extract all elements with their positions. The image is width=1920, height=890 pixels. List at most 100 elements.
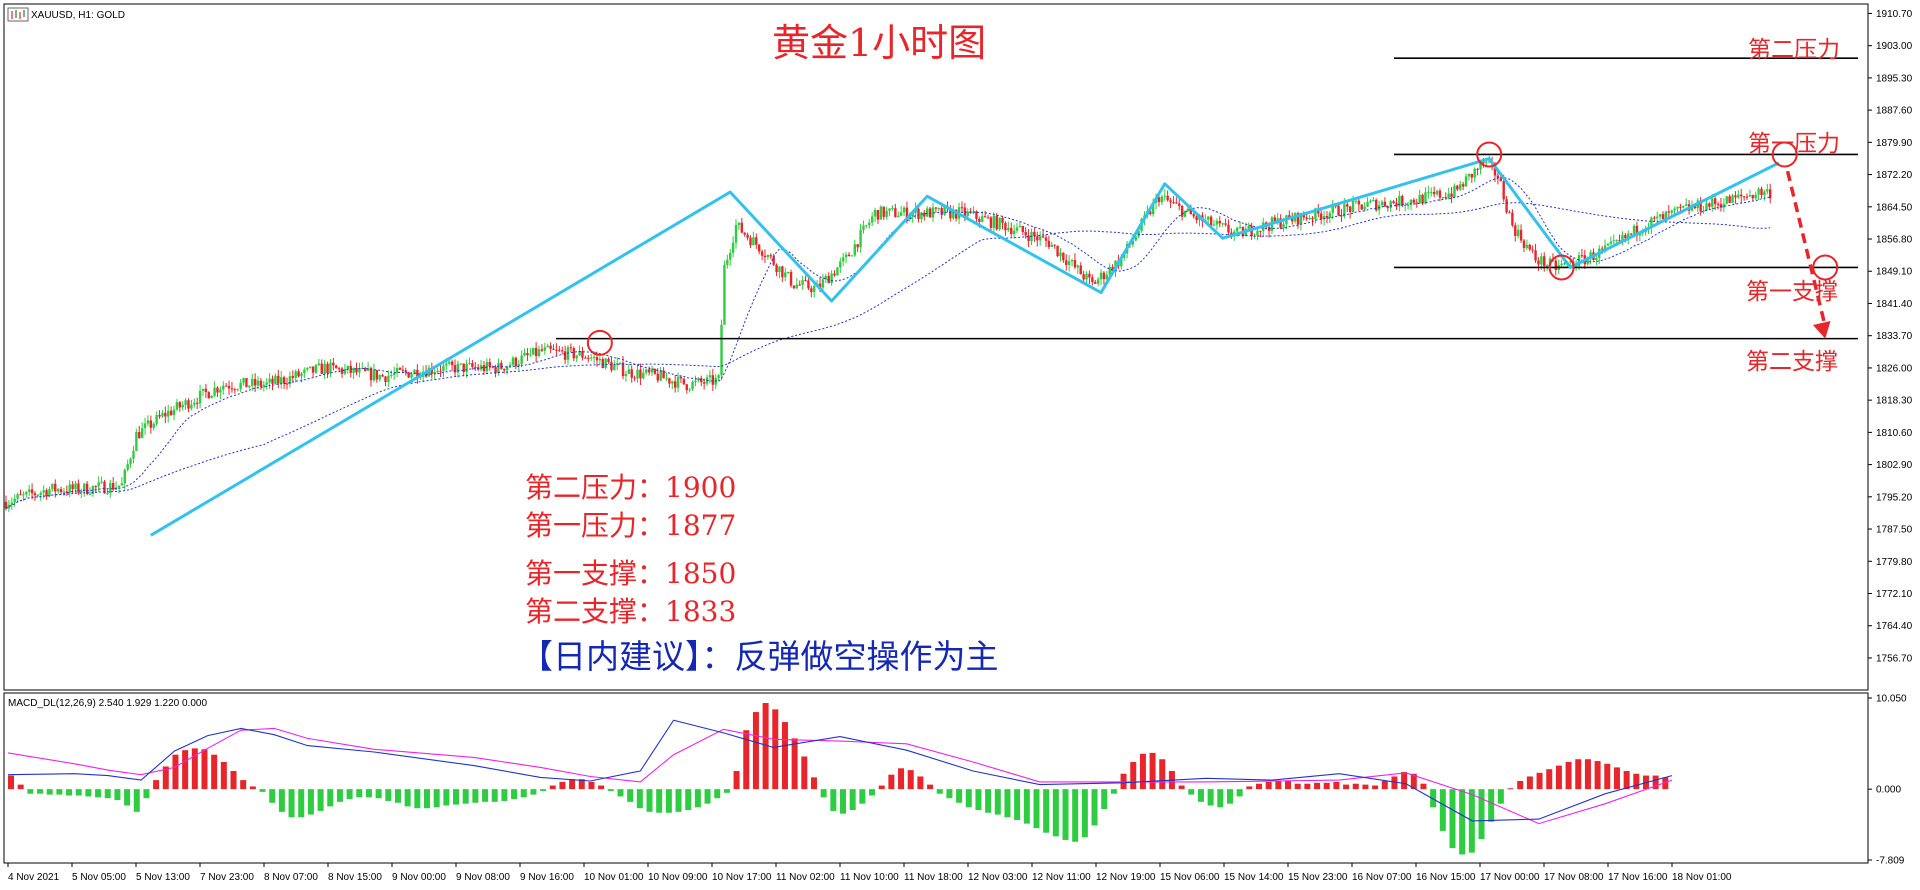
candle (563, 345, 567, 365)
candle-body (135, 432, 138, 451)
candle (219, 386, 222, 400)
candle-body (505, 366, 509, 371)
candle-body (1137, 231, 1140, 237)
candle-body (291, 376, 294, 378)
candle (1085, 271, 1088, 284)
candle (836, 266, 839, 276)
candle-body (659, 370, 662, 381)
candle-body (572, 348, 575, 359)
time-tick-label: 9 Nov 00:00 (392, 872, 446, 883)
candle (636, 365, 639, 383)
candle-body (1282, 224, 1285, 228)
candle-body (795, 284, 799, 289)
price-tick-label: 1872.20 (1876, 170, 1913, 181)
candle-body (1088, 273, 1091, 278)
macd-histogram-bar (1391, 776, 1398, 790)
candle-body (1007, 227, 1010, 231)
candle-body (42, 490, 45, 493)
candle-body (1734, 195, 1737, 198)
macd-histogram-bar (1072, 789, 1079, 842)
candle (1661, 211, 1665, 220)
candle (558, 346, 561, 352)
label-support-1: 第一支撑 (1746, 279, 1838, 305)
macd-histogram-bar (830, 789, 837, 811)
candle-body (245, 378, 248, 388)
candle-body (960, 207, 964, 209)
candle-body (366, 368, 370, 371)
circle-marker (1476, 141, 1503, 168)
candle (1467, 173, 1471, 181)
candle-body (117, 485, 121, 488)
candle (1757, 186, 1760, 201)
candle (798, 280, 801, 286)
candle (1406, 201, 1410, 210)
candle-body (1760, 188, 1763, 196)
candle (1340, 208, 1343, 222)
macd-histogram-bar (1217, 789, 1224, 808)
candle-body (1615, 240, 1618, 242)
macd-histogram-bar (375, 789, 382, 799)
candle (1369, 199, 1372, 204)
candle-body (1033, 232, 1036, 237)
candle-body (876, 210, 880, 220)
candle-body (1713, 198, 1717, 205)
candle-body (1508, 212, 1511, 214)
candle (891, 205, 894, 211)
macd-histogram-bar (1333, 781, 1340, 790)
time-tick-label: 12 Nov 19:00 (1096, 872, 1156, 883)
candle (1227, 219, 1230, 237)
candle (503, 368, 506, 374)
candle (804, 275, 807, 282)
candle-body (277, 375, 280, 384)
candle (39, 490, 42, 502)
candle (587, 354, 590, 363)
candle (442, 362, 445, 378)
candle-body (1479, 161, 1482, 170)
macd-histogram-bar (569, 779, 576, 790)
candle-body (966, 211, 969, 217)
candle-body (85, 483, 89, 495)
price-tick-label: 1841.40 (1876, 299, 1913, 310)
candle-body (784, 272, 787, 278)
candle-body (294, 371, 297, 378)
price-tick-label: 1849.10 (1876, 267, 1913, 278)
candle-body (1259, 230, 1262, 232)
price-tick-label: 1826.00 (1876, 363, 1913, 374)
candle (193, 398, 196, 408)
macd-histogram-bar (211, 754, 218, 790)
macd-histogram-bar (869, 789, 876, 796)
candle-body (1485, 161, 1488, 163)
candle-body (1522, 240, 1526, 248)
candle (233, 387, 237, 394)
candle-body (859, 229, 862, 248)
candle-body (1053, 244, 1056, 246)
candle (1763, 189, 1766, 201)
candle-body (810, 288, 813, 293)
candle-body (303, 369, 306, 374)
price-tick-label: 1887.60 (1876, 106, 1913, 117)
candle-body (888, 208, 891, 211)
candle-body (146, 420, 150, 424)
candle-body (1157, 197, 1161, 203)
candle-body (1525, 244, 1529, 248)
candle-body (778, 266, 781, 272)
candle-body (13, 498, 16, 503)
candle (827, 272, 830, 284)
candle (897, 211, 900, 218)
candle (1108, 263, 1111, 277)
candle (1745, 193, 1749, 201)
candle (7, 500, 11, 513)
candle-body (1754, 194, 1757, 199)
candle-body (1322, 216, 1326, 220)
candle (772, 253, 775, 267)
candle-body (1073, 259, 1077, 268)
candle (1230, 228, 1233, 240)
macd-histogram-bar (1352, 783, 1359, 790)
candle (572, 346, 575, 362)
candle-body (589, 357, 593, 359)
candle (1609, 236, 1613, 246)
candle (1044, 234, 1048, 248)
candle-body (207, 392, 210, 399)
candle (198, 384, 202, 409)
candle-body (300, 373, 303, 377)
